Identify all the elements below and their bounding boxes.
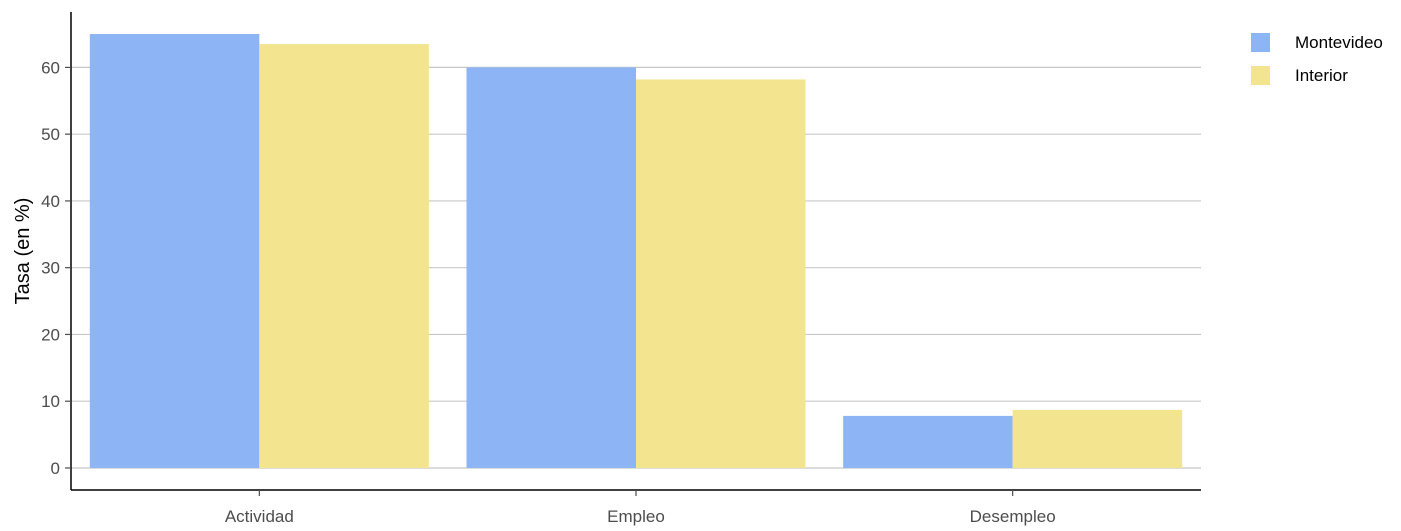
y-axis-title: Tasa (en %) — [12, 198, 34, 305]
y-tick-label: 40 — [41, 192, 60, 211]
y-axis-ticks: 0 10 20 30 40 50 60 — [41, 58, 71, 478]
bar-montevideo-desempleo — [843, 415, 1013, 468]
x-tick-label: Desempleo — [970, 507, 1056, 526]
legend-label-interior: Interior — [1295, 66, 1348, 85]
y-tick-label: 0 — [51, 459, 60, 478]
bar-interior-empleo — [636, 79, 806, 468]
bar-montevideo-empleo — [466, 67, 636, 468]
x-axis-ticks: Actividad Empleo Desempleo — [225, 490, 1056, 526]
legend-label-montevideo: Montevideo — [1295, 33, 1383, 52]
bar-interior-actividad — [259, 44, 429, 468]
y-tick-label: 50 — [41, 125, 60, 144]
bar-interior-desempleo — [1012, 409, 1183, 468]
y-tick-label: 10 — [41, 392, 60, 411]
x-tick-label: Empleo — [607, 507, 665, 526]
x-tick-label: Actividad — [225, 507, 294, 526]
bar-montevideo-actividad — [89, 34, 260, 468]
legend: Montevideo Interior — [1251, 33, 1383, 85]
y-tick-label: 60 — [41, 58, 60, 77]
legend-swatch-montevideo — [1251, 33, 1270, 52]
bars — [89, 34, 1183, 468]
y-tick-label: 20 — [41, 325, 60, 344]
legend-swatch-interior — [1251, 66, 1270, 85]
y-tick-label: 30 — [41, 259, 60, 278]
